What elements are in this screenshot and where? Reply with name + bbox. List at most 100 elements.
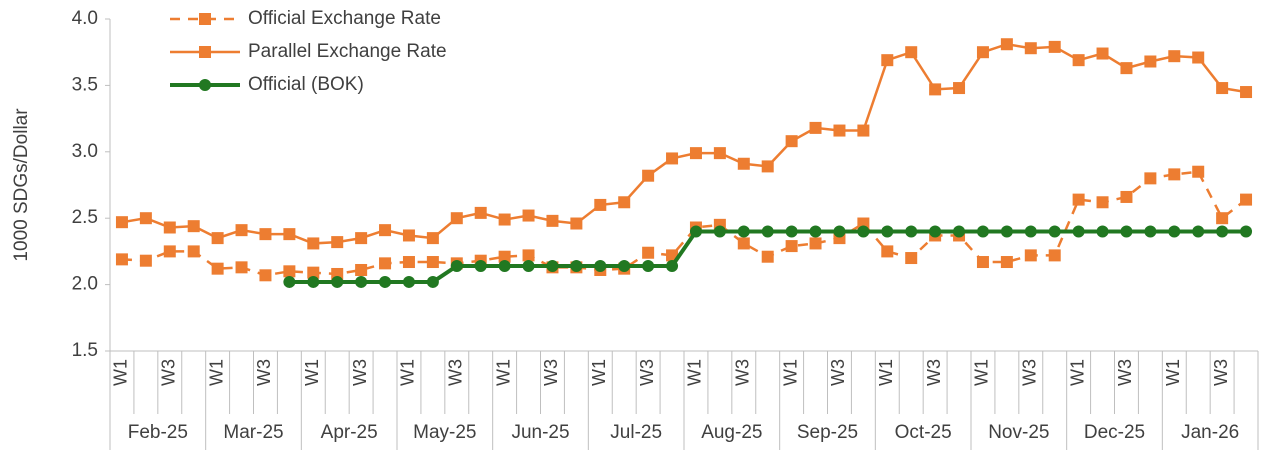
marker <box>283 228 296 241</box>
marker <box>1120 225 1133 238</box>
marker <box>307 237 320 250</box>
marker <box>1048 40 1061 53</box>
marker <box>331 275 344 288</box>
marker <box>474 260 487 273</box>
marker <box>426 275 439 288</box>
marker <box>642 169 655 182</box>
x-tick-label: W1 <box>972 359 992 386</box>
marker <box>1096 225 1109 238</box>
marker <box>283 275 296 288</box>
marker <box>450 212 463 225</box>
marker <box>737 237 750 250</box>
marker <box>187 245 200 258</box>
marker <box>881 245 894 258</box>
month-label: Apr-25 <box>321 422 378 443</box>
marker <box>570 217 583 230</box>
y-tick-label: 3.0 <box>72 141 98 162</box>
marker <box>402 256 415 269</box>
marker <box>163 245 176 258</box>
month-label: May-25 <box>413 422 476 443</box>
x-tick-label: W3 <box>1020 359 1040 386</box>
marker <box>1120 190 1133 203</box>
y-tick-label: 2.5 <box>72 207 98 228</box>
marker <box>618 260 631 273</box>
marker <box>1168 168 1181 181</box>
marker <box>115 216 128 229</box>
marker <box>1096 196 1109 209</box>
marker <box>761 225 774 238</box>
marker <box>450 260 463 273</box>
marker <box>379 224 392 237</box>
marker <box>1072 193 1085 206</box>
legend-label: Official (BOK) <box>248 74 364 95</box>
month-label: Feb-25 <box>128 422 188 443</box>
marker <box>833 124 846 137</box>
marker <box>713 225 726 238</box>
x-tick-label: W1 <box>876 359 896 386</box>
x-tick-label: W3 <box>733 359 753 386</box>
month-label: Aug-25 <box>701 422 762 443</box>
marker <box>426 256 439 269</box>
marker <box>1024 249 1037 262</box>
marker <box>833 225 846 238</box>
marker <box>259 228 272 241</box>
x-tick-label: W3 <box>828 359 848 386</box>
month-label: Jul-25 <box>610 422 662 443</box>
marker <box>546 214 559 227</box>
x-tick-label: W3 <box>159 359 179 386</box>
x-tick-label: W1 <box>493 359 513 386</box>
month-label: Mar-25 <box>223 422 283 443</box>
month-label: Oct-25 <box>895 422 952 443</box>
x-tick-label: W1 <box>111 359 131 386</box>
x-tick-label: W3 <box>446 359 466 386</box>
marker <box>1000 38 1013 51</box>
x-tick-label: W3 <box>1211 359 1231 386</box>
x-tick-label: W3 <box>637 359 657 386</box>
marker <box>498 250 511 263</box>
marker <box>1048 225 1061 238</box>
x-tick-label: W1 <box>589 359 609 386</box>
marker <box>1024 225 1037 238</box>
marker <box>139 212 152 225</box>
month-label: Jun-25 <box>511 422 569 443</box>
marker <box>1192 165 1205 178</box>
marker <box>163 221 176 234</box>
x-tick-label: W1 <box>1163 359 1183 386</box>
marker <box>522 209 535 222</box>
marker <box>211 262 224 275</box>
marker <box>402 229 415 242</box>
y-tick-label: 3.5 <box>72 74 98 95</box>
marker <box>785 135 798 148</box>
marker <box>474 206 487 219</box>
marker <box>187 220 200 233</box>
marker <box>570 260 583 273</box>
marker <box>1240 86 1253 99</box>
marker <box>259 269 272 282</box>
marker <box>1120 62 1133 75</box>
marker <box>426 232 439 245</box>
marker <box>976 46 989 59</box>
x-tick-label: W3 <box>254 359 274 386</box>
marker <box>1072 54 1085 67</box>
marker <box>379 275 392 288</box>
legend-marker <box>199 79 211 91</box>
marker <box>857 124 870 137</box>
marker <box>953 82 966 95</box>
marker <box>355 232 368 245</box>
month-label: Dec-25 <box>1084 422 1145 443</box>
marker <box>689 147 702 160</box>
x-tick-label: W3 <box>350 359 370 386</box>
marker <box>809 121 822 134</box>
marker <box>809 237 822 250</box>
marker <box>355 263 368 276</box>
marker <box>905 46 918 59</box>
marker <box>283 265 296 278</box>
marker <box>522 249 535 262</box>
legend-marker <box>199 13 211 25</box>
marker <box>905 225 918 238</box>
x-tick-label: W1 <box>780 359 800 386</box>
legend-label: Parallel Exchange Rate <box>248 41 447 62</box>
marker <box>235 224 248 237</box>
marker <box>737 157 750 170</box>
